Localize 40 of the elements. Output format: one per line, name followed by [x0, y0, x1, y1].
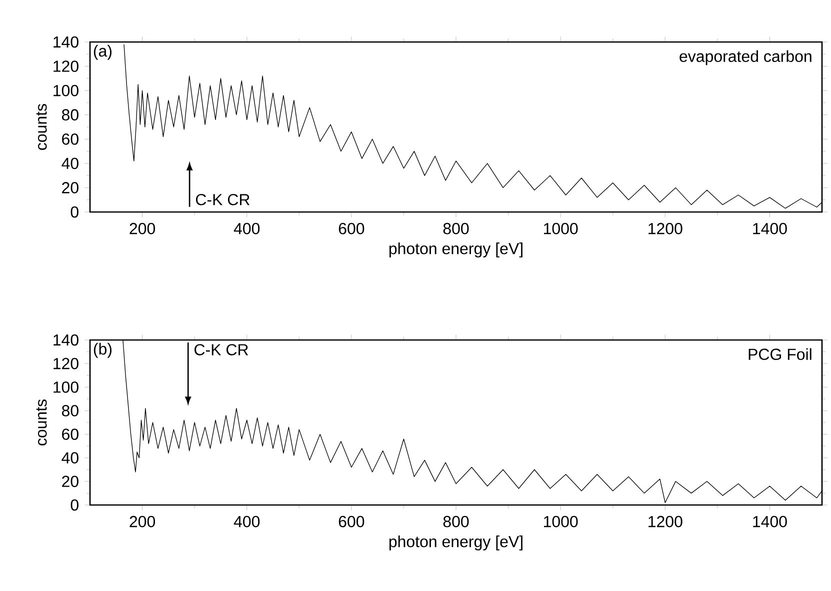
annotation: C-K CR	[196, 194, 250, 206]
y-tick-label: 0	[70, 499, 78, 511]
x-tick-label: 600	[338, 516, 364, 528]
x-tick-label: 1200	[648, 222, 682, 234]
y-tick-label: 0	[70, 206, 78, 218]
x-axis-title: photon energy [eV]	[389, 536, 522, 550]
y-axis-title: counts	[36, 104, 47, 150]
x-tick-label: 600	[338, 222, 364, 234]
x-tick-label: 1200	[648, 516, 682, 528]
y-tick-label: 120	[54, 60, 78, 72]
x-tick-label: 1000	[544, 222, 578, 234]
y-tick-label: 80	[62, 109, 78, 120]
y-tick-label: 100	[54, 84, 78, 96]
annotation: C-K CR	[194, 344, 248, 356]
x-tick-label: 1400	[753, 516, 787, 528]
y-tick-label: 120	[54, 358, 78, 370]
x-tick-label: 200	[130, 516, 156, 528]
y-tick-label: 140	[54, 36, 78, 48]
y-tick-label: 40	[62, 452, 78, 464]
annotation: (a)	[94, 44, 112, 60]
y-tick-label: 20	[62, 182, 78, 194]
annotation: evaporated carbon	[680, 50, 812, 66]
x-tick-label: 400	[234, 222, 260, 234]
x-tick-label: 800	[443, 516, 469, 528]
x-tick-label: 1400	[753, 222, 787, 234]
y-tick-label: 140	[54, 334, 78, 346]
y-tick-label: 100	[54, 381, 78, 393]
y-tick-label: 20	[62, 476, 78, 488]
x-tick-label: 1000	[544, 516, 578, 528]
x-tick-label: 200	[130, 222, 156, 234]
y-tick-label: 40	[62, 158, 78, 170]
annotation: PCG Foil	[748, 348, 812, 360]
y-tick-label: 80	[62, 405, 78, 416]
y-axis-title: counts	[36, 399, 47, 446]
x-tick-label: 400	[234, 516, 260, 528]
annotation: (b)	[94, 342, 112, 358]
y-tick-label: 60	[62, 133, 78, 145]
y-tick-label: 60	[62, 428, 78, 440]
x-tick-label: 800	[443, 222, 469, 234]
x-axis-title: photon energy [eV]	[389, 242, 522, 258]
